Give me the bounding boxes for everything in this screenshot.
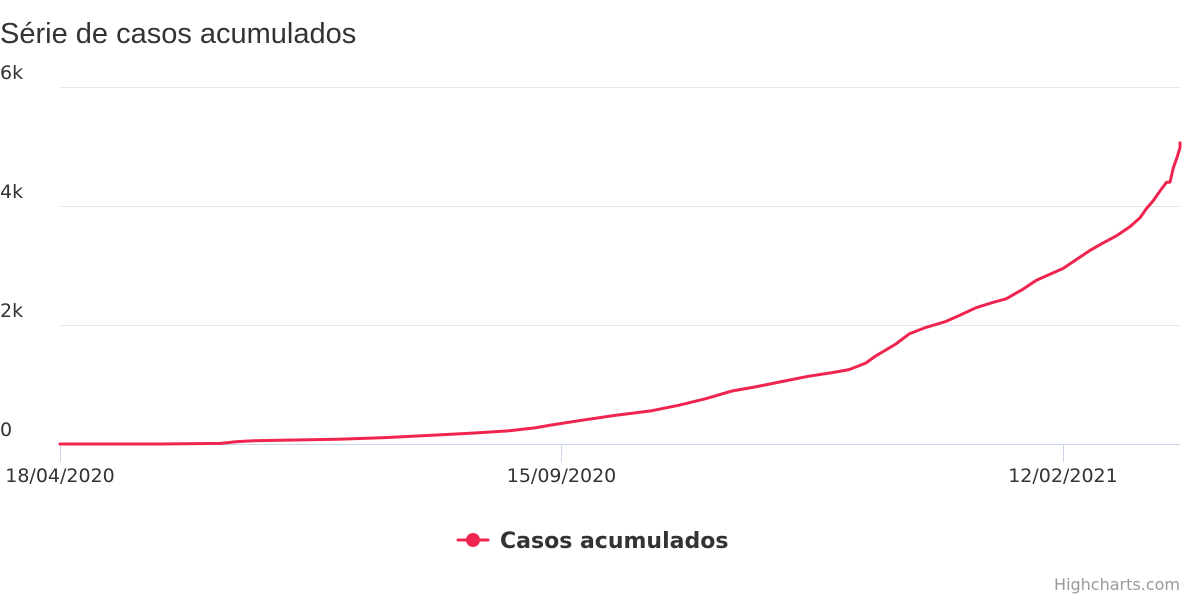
- grid-lines: [60, 87, 1180, 326]
- x-tick-label-0: 18/04/2020: [5, 465, 115, 487]
- legend[interactable]: Casos acumulados: [456, 529, 728, 554]
- y-tick-label-0: 0: [0, 419, 12, 441]
- x-axis-ticks: [60, 444, 1064, 462]
- y-tick-label-2: 4k: [0, 181, 23, 203]
- legend-marker[interactable]: [466, 533, 480, 547]
- y-tick-label-3: 6k: [0, 62, 23, 84]
- x-tick-label-1: 15/09/2020: [507, 465, 617, 487]
- credits-link[interactable]: Highcharts.com: [1054, 575, 1180, 594]
- legend-item-casos-acumulados[interactable]: Casos acumulados: [500, 529, 728, 554]
- x-tick-label-2: 12/02/2021: [1008, 465, 1118, 487]
- series-line-0[interactable]: [58, 141, 1182, 446]
- x-axis-labels: 18/04/2020 15/09/2020 12/02/2021: [5, 465, 1118, 487]
- y-tick-label-1: 2k: [0, 300, 23, 322]
- y-axis-labels: 0 2k 4k 6k: [0, 62, 23, 441]
- series-group: [58, 141, 1182, 446]
- chart-title: Série de casos acumulados: [0, 18, 356, 50]
